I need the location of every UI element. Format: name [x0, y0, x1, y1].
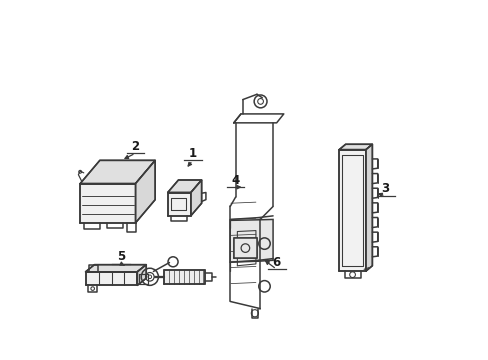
Polygon shape: [85, 272, 137, 285]
Polygon shape: [164, 270, 205, 284]
Polygon shape: [80, 184, 135, 223]
Text: 5: 5: [117, 250, 125, 263]
Text: 4: 4: [231, 174, 239, 186]
Text: 6: 6: [272, 256, 280, 269]
Text: 3: 3: [381, 183, 389, 195]
Polygon shape: [135, 160, 155, 223]
Text: 1: 1: [188, 147, 196, 160]
Text: 2: 2: [131, 140, 140, 153]
Polygon shape: [137, 265, 146, 285]
Polygon shape: [365, 144, 372, 271]
Polygon shape: [80, 160, 155, 184]
Polygon shape: [233, 238, 257, 258]
Polygon shape: [230, 220, 272, 262]
Polygon shape: [167, 180, 201, 193]
Polygon shape: [339, 150, 365, 271]
Polygon shape: [339, 144, 372, 150]
Polygon shape: [167, 193, 190, 216]
Polygon shape: [85, 265, 146, 272]
Polygon shape: [190, 180, 201, 216]
